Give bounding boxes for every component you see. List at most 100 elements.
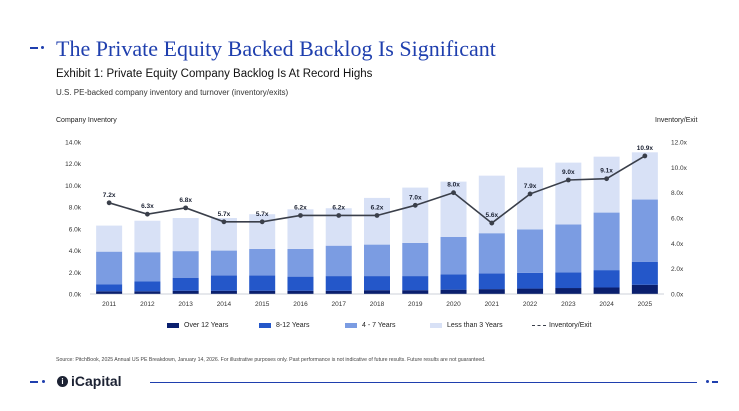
y2-tick-label: 10.0x: [671, 165, 688, 172]
inventory-exit-point: [259, 219, 265, 225]
bar-4-7-years: [96, 251, 123, 285]
bar-4-7-years: [287, 248, 314, 277]
bar-over-12-years: [555, 288, 582, 294]
legend-label: 8-12 Years: [276, 322, 310, 329]
y-tick-label: 4.0k: [69, 248, 82, 255]
bar-over-12-years: [364, 290, 390, 294]
y2-tick-label: 12.0x: [671, 140, 688, 147]
x-tick-label: 2018: [370, 301, 385, 308]
x-tick-label: 2019: [408, 301, 423, 308]
bar-8-12-years: [517, 272, 544, 289]
inventory-exit-point: [374, 213, 380, 218]
inventory-exit-data-label: 5.7x: [256, 211, 269, 218]
y-tick-label: 2.0k: [69, 270, 82, 277]
bar-over-12-years: [134, 291, 161, 294]
icapital-logo-text: iCapital: [71, 373, 122, 389]
inventory-exit-point: [412, 202, 418, 208]
bar-4-7-years: [134, 252, 161, 282]
y2-tick-label: 6.0x: [671, 216, 684, 223]
y2-tick-label: 8.0x: [671, 190, 684, 197]
bar-8-12-years: [593, 270, 620, 288]
x-tick-label: 2025: [638, 301, 653, 308]
bar-4-7-years: [172, 251, 199, 278]
inventory-exit-point: [451, 190, 456, 196]
bar-8-12-years: [210, 275, 237, 291]
legend-item-8-12-years: 8-12 Years: [259, 322, 309, 329]
bar-4-7-years: [249, 248, 276, 276]
bar-less-than-3-years: [96, 225, 123, 252]
bar-8-12-years: [134, 281, 161, 292]
footer-end-dot-decoration: [706, 380, 709, 383]
inventory-exit-data-label: 6.2x: [371, 204, 384, 211]
bar-over-12-years: [96, 291, 123, 294]
y-tick-label: 10.0k: [65, 183, 82, 190]
inventory-exit-point: [183, 205, 189, 211]
y-tick-label: 12.0k: [65, 161, 82, 168]
bar-over-12-years: [249, 290, 276, 294]
y-tick-label: 0.0k: [69, 292, 82, 299]
x-tick-label: 2011: [102, 301, 116, 308]
inventory-exit-point: [527, 191, 533, 197]
chart-description: U.S. PE-backed company inventory and tur…: [56, 88, 289, 97]
inventory-exit-data-label: 7.2x: [103, 192, 116, 199]
footer-end-dash-decoration: [712, 381, 718, 383]
bar-8-12-years: [172, 277, 199, 291]
bar-4-7-years: [478, 233, 505, 274]
bar-8-12-years: [325, 276, 352, 291]
backlog-chart: 0.0k 2.0k 4.0k 6.0k 8.0k 10.0k 12.0k 14.0k 0.0x 2…: [65, 140, 688, 309]
legend-label: Less than 3 Years: [447, 322, 503, 329]
x-tick-label: 2024: [599, 301, 614, 308]
legend-label: Inventory/Exit: [549, 322, 592, 329]
bar-over-12-years: [402, 290, 429, 294]
bar-8-12-years: [440, 274, 467, 290]
legend-swatch: [345, 323, 357, 328]
y-tick-label: 8.0k: [69, 205, 82, 212]
footer-rule: [150, 382, 697, 383]
x-tick-label: 2013: [178, 301, 193, 308]
bar-4-7-years: [210, 250, 237, 276]
inventory-exit-point: [565, 177, 571, 183]
bar-less-than-3-years: [555, 162, 582, 225]
bar-over-12-years: [478, 289, 505, 294]
bar-over-12-years: [325, 290, 352, 294]
inventory-exit-data-label: 9.1x: [600, 168, 613, 175]
x-tick-label: 2021: [485, 301, 500, 308]
bar-8-12-years: [478, 273, 505, 290]
page-title: The Private Equity Backed Backlog Is Sig…: [56, 36, 496, 61]
exhibit-subtitle: Exhibit 1: Private Equity Company Backlo…: [56, 68, 373, 80]
bar-less-than-3-years: [402, 187, 429, 243]
bar-8-12-years: [555, 272, 582, 289]
bar-over-12-years: [287, 290, 314, 294]
bar-4-7-years: [364, 244, 390, 277]
bar-8-12-years: [631, 261, 658, 285]
legend-item-4-7-years: 4 - 7 Years: [345, 322, 395, 329]
y-axis-title-left: Company Inventory: [56, 117, 117, 124]
bar-over-12-years: [593, 287, 620, 294]
legend-item-less-than-3-years: Less than 3 Years: [430, 322, 503, 329]
bar-8-12-years: [287, 276, 314, 291]
x-tick-label: 2016: [293, 301, 308, 308]
y2-tick-label: 0.0x: [671, 292, 684, 299]
x-tick-label: 2020: [446, 301, 461, 308]
inventory-exit-data-label: 9.0x: [562, 169, 575, 176]
inventory-exit-data-label: 6.2x: [332, 204, 345, 211]
x-tick-label: 2023: [561, 301, 576, 308]
bar-over-12-years: [172, 290, 199, 294]
legend-label: Over 12 Years: [184, 322, 229, 329]
inventory-exit-point: [604, 176, 609, 182]
title-dash-decoration: [30, 47, 38, 49]
y-axis-title-right: Inventory/Exit: [655, 117, 698, 124]
legend-line-swatch: [532, 325, 546, 326]
footer-dot-decoration: [42, 380, 45, 383]
inventory-exit-point: [298, 213, 303, 218]
footer: i iCapital: [0, 373, 739, 389]
inventory-exit-data-label: 6.3x: [141, 203, 154, 210]
bar-4-7-years: [631, 199, 658, 262]
bar-less-than-3-years: [517, 167, 544, 230]
bar-4-7-years: [325, 245, 352, 277]
inventory-exit-data-label: 8.0x: [447, 182, 460, 189]
footer-dash-decoration: [30, 381, 38, 383]
inventory-exit-point: [106, 200, 112, 206]
legend-item-inventory-exit: Inventory/Exit: [532, 322, 591, 329]
source-note: Source: PitchBook, 2025 Annual US PE Bre…: [56, 357, 486, 363]
